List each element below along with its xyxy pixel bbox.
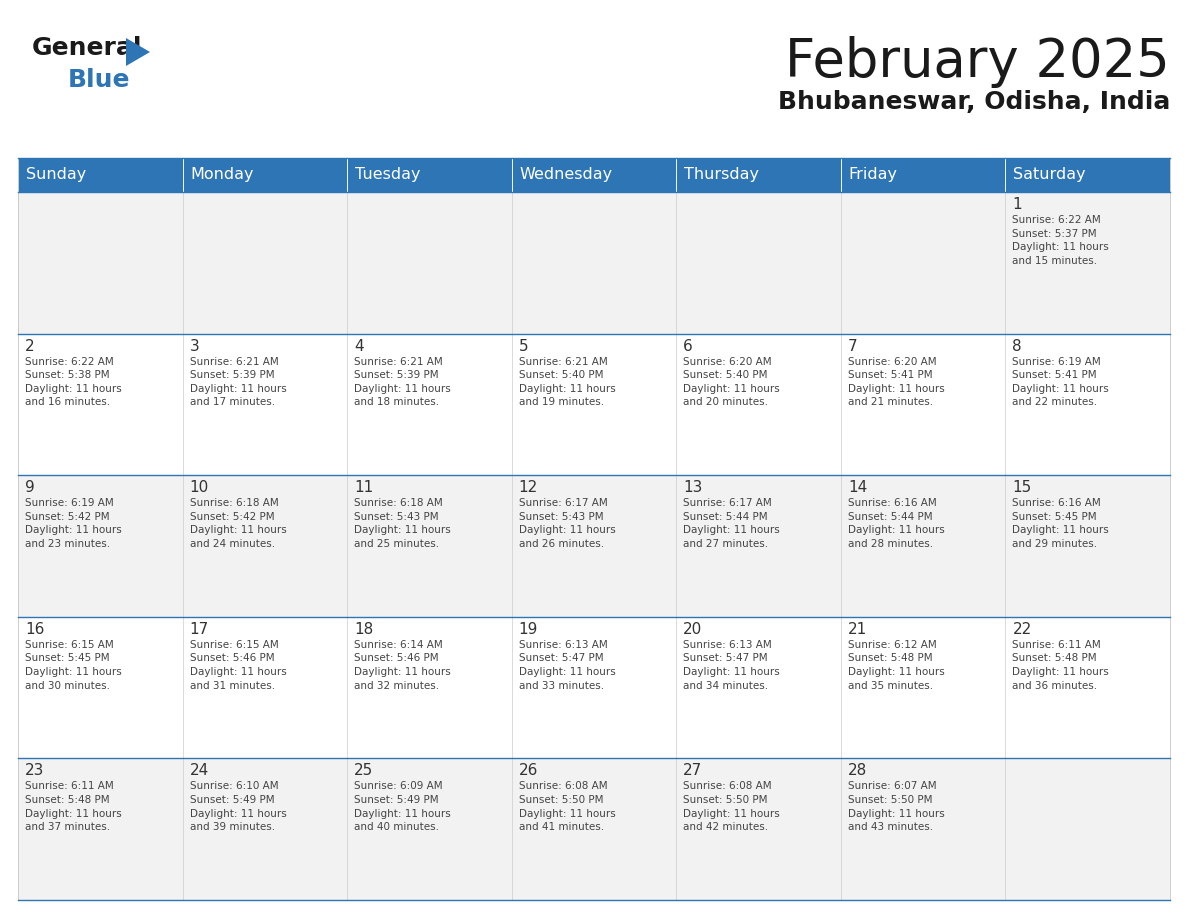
Bar	[512, 158, 676, 192]
Text: Sunrise: 6:21 AM
Sunset: 5:40 PM
Daylight: 11 hours
and 19 minutes.: Sunrise: 6:21 AM Sunset: 5:40 PM Dayligh…	[519, 356, 615, 408]
Text: Wednesday: Wednesday	[519, 167, 613, 183]
Bar	[18, 192, 1170, 333]
Text: Sunrise: 6:22 AM
Sunset: 5:37 PM
Daylight: 11 hours
and 15 minutes.: Sunrise: 6:22 AM Sunset: 5:37 PM Dayligh…	[1012, 215, 1110, 266]
Text: 19: 19	[519, 621, 538, 637]
Text: 17: 17	[190, 621, 209, 637]
Text: Sunrise: 6:17 AM
Sunset: 5:43 PM
Daylight: 11 hours
and 26 minutes.: Sunrise: 6:17 AM Sunset: 5:43 PM Dayligh…	[519, 498, 615, 549]
Text: Sunrise: 6:19 AM
Sunset: 5:41 PM
Daylight: 11 hours
and 22 minutes.: Sunrise: 6:19 AM Sunset: 5:41 PM Dayligh…	[1012, 356, 1110, 408]
Text: 16: 16	[25, 621, 44, 637]
Text: 18: 18	[354, 621, 373, 637]
Text: 20: 20	[683, 621, 702, 637]
Text: 10: 10	[190, 480, 209, 495]
Text: Sunrise: 6:11 AM
Sunset: 5:48 PM
Daylight: 11 hours
and 37 minutes.: Sunrise: 6:11 AM Sunset: 5:48 PM Dayligh…	[25, 781, 121, 833]
Bar	[676, 158, 841, 192]
Text: Sunrise: 6:22 AM
Sunset: 5:38 PM
Daylight: 11 hours
and 16 minutes.: Sunrise: 6:22 AM Sunset: 5:38 PM Dayligh…	[25, 356, 121, 408]
Text: Sunrise: 6:18 AM
Sunset: 5:42 PM
Daylight: 11 hours
and 24 minutes.: Sunrise: 6:18 AM Sunset: 5:42 PM Dayligh…	[190, 498, 286, 549]
Text: 28: 28	[848, 764, 867, 778]
Text: 1: 1	[1012, 197, 1022, 212]
Text: 8: 8	[1012, 339, 1022, 353]
Bar	[183, 158, 347, 192]
Text: Sunrise: 6:14 AM
Sunset: 5:46 PM
Daylight: 11 hours
and 32 minutes.: Sunrise: 6:14 AM Sunset: 5:46 PM Dayligh…	[354, 640, 451, 690]
Text: 2: 2	[25, 339, 34, 353]
Text: Sunrise: 6:21 AM
Sunset: 5:39 PM
Daylight: 11 hours
and 17 minutes.: Sunrise: 6:21 AM Sunset: 5:39 PM Dayligh…	[190, 356, 286, 408]
Text: Sunrise: 6:20 AM
Sunset: 5:40 PM
Daylight: 11 hours
and 20 minutes.: Sunrise: 6:20 AM Sunset: 5:40 PM Dayligh…	[683, 356, 781, 408]
Text: Sunrise: 6:20 AM
Sunset: 5:41 PM
Daylight: 11 hours
and 21 minutes.: Sunrise: 6:20 AM Sunset: 5:41 PM Dayligh…	[848, 356, 944, 408]
Text: 26: 26	[519, 764, 538, 778]
Text: Sunrise: 6:15 AM
Sunset: 5:45 PM
Daylight: 11 hours
and 30 minutes.: Sunrise: 6:15 AM Sunset: 5:45 PM Dayligh…	[25, 640, 121, 690]
Bar	[18, 617, 1170, 758]
Text: Sunrise: 6:18 AM
Sunset: 5:43 PM
Daylight: 11 hours
and 25 minutes.: Sunrise: 6:18 AM Sunset: 5:43 PM Dayligh…	[354, 498, 451, 549]
Text: 25: 25	[354, 764, 373, 778]
Text: Sunrise: 6:19 AM
Sunset: 5:42 PM
Daylight: 11 hours
and 23 minutes.: Sunrise: 6:19 AM Sunset: 5:42 PM Dayligh…	[25, 498, 121, 549]
Text: 3: 3	[190, 339, 200, 353]
Text: Sunrise: 6:16 AM
Sunset: 5:45 PM
Daylight: 11 hours
and 29 minutes.: Sunrise: 6:16 AM Sunset: 5:45 PM Dayligh…	[1012, 498, 1110, 549]
Text: 14: 14	[848, 480, 867, 495]
Bar	[18, 758, 1170, 900]
Text: Tuesday: Tuesday	[355, 167, 421, 183]
Text: 24: 24	[190, 764, 209, 778]
Bar	[841, 158, 1005, 192]
Text: Thursday: Thursday	[684, 167, 759, 183]
Bar	[18, 333, 1170, 476]
Text: Sunrise: 6:08 AM
Sunset: 5:50 PM
Daylight: 11 hours
and 41 minutes.: Sunrise: 6:08 AM Sunset: 5:50 PM Dayligh…	[519, 781, 615, 833]
Text: February 2025: February 2025	[785, 36, 1170, 88]
Polygon shape	[126, 38, 150, 66]
Text: Sunrise: 6:13 AM
Sunset: 5:47 PM
Daylight: 11 hours
and 33 minutes.: Sunrise: 6:13 AM Sunset: 5:47 PM Dayligh…	[519, 640, 615, 690]
Text: 13: 13	[683, 480, 702, 495]
Text: 6: 6	[683, 339, 693, 353]
Text: Sunrise: 6:21 AM
Sunset: 5:39 PM
Daylight: 11 hours
and 18 minutes.: Sunrise: 6:21 AM Sunset: 5:39 PM Dayligh…	[354, 356, 451, 408]
Text: Sunrise: 6:13 AM
Sunset: 5:47 PM
Daylight: 11 hours
and 34 minutes.: Sunrise: 6:13 AM Sunset: 5:47 PM Dayligh…	[683, 640, 781, 690]
Text: Sunrise: 6:16 AM
Sunset: 5:44 PM
Daylight: 11 hours
and 28 minutes.: Sunrise: 6:16 AM Sunset: 5:44 PM Dayligh…	[848, 498, 944, 549]
Text: Sunrise: 6:12 AM
Sunset: 5:48 PM
Daylight: 11 hours
and 35 minutes.: Sunrise: 6:12 AM Sunset: 5:48 PM Dayligh…	[848, 640, 944, 690]
Bar	[1005, 158, 1170, 192]
Text: Sunrise: 6:10 AM
Sunset: 5:49 PM
Daylight: 11 hours
and 39 minutes.: Sunrise: 6:10 AM Sunset: 5:49 PM Dayligh…	[190, 781, 286, 833]
Text: 21: 21	[848, 621, 867, 637]
Text: 4: 4	[354, 339, 364, 353]
Text: Sunday: Sunday	[26, 167, 87, 183]
Text: 11: 11	[354, 480, 373, 495]
Text: Bhubaneswar, Odisha, India: Bhubaneswar, Odisha, India	[778, 90, 1170, 114]
Text: Sunrise: 6:11 AM
Sunset: 5:48 PM
Daylight: 11 hours
and 36 minutes.: Sunrise: 6:11 AM Sunset: 5:48 PM Dayligh…	[1012, 640, 1110, 690]
Text: Sunrise: 6:09 AM
Sunset: 5:49 PM
Daylight: 11 hours
and 40 minutes.: Sunrise: 6:09 AM Sunset: 5:49 PM Dayligh…	[354, 781, 451, 833]
Text: 22: 22	[1012, 621, 1031, 637]
Text: Sunrise: 6:07 AM
Sunset: 5:50 PM
Daylight: 11 hours
and 43 minutes.: Sunrise: 6:07 AM Sunset: 5:50 PM Dayligh…	[848, 781, 944, 833]
Text: 7: 7	[848, 339, 858, 353]
Text: 23: 23	[25, 764, 44, 778]
Text: Sunrise: 6:17 AM
Sunset: 5:44 PM
Daylight: 11 hours
and 27 minutes.: Sunrise: 6:17 AM Sunset: 5:44 PM Dayligh…	[683, 498, 781, 549]
Text: 15: 15	[1012, 480, 1031, 495]
Bar	[347, 158, 512, 192]
Text: 12: 12	[519, 480, 538, 495]
Bar	[18, 158, 183, 192]
Text: Monday: Monday	[190, 167, 254, 183]
Text: Friday: Friday	[849, 167, 898, 183]
Text: Sunrise: 6:08 AM
Sunset: 5:50 PM
Daylight: 11 hours
and 42 minutes.: Sunrise: 6:08 AM Sunset: 5:50 PM Dayligh…	[683, 781, 781, 833]
Text: 27: 27	[683, 764, 702, 778]
Text: Sunrise: 6:15 AM
Sunset: 5:46 PM
Daylight: 11 hours
and 31 minutes.: Sunrise: 6:15 AM Sunset: 5:46 PM Dayligh…	[190, 640, 286, 690]
Text: Saturday: Saturday	[1013, 167, 1086, 183]
Text: General: General	[32, 36, 143, 60]
Bar	[18, 476, 1170, 617]
Text: 9: 9	[25, 480, 34, 495]
Text: 5: 5	[519, 339, 529, 353]
Text: Blue: Blue	[68, 68, 131, 92]
